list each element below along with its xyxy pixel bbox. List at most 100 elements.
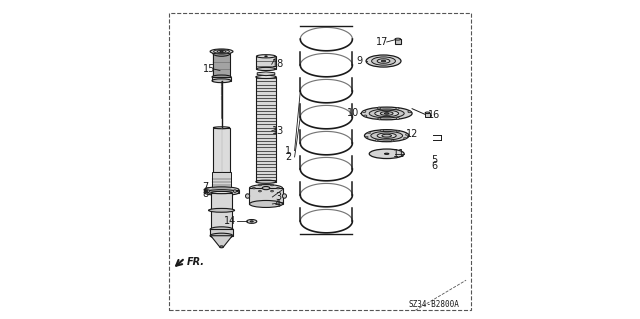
Ellipse shape <box>396 117 399 119</box>
Ellipse shape <box>362 107 412 120</box>
Ellipse shape <box>257 55 276 58</box>
Text: FR.: FR. <box>188 257 205 267</box>
Ellipse shape <box>212 50 230 56</box>
Ellipse shape <box>364 115 367 117</box>
Ellipse shape <box>396 108 399 109</box>
Ellipse shape <box>371 131 403 140</box>
Ellipse shape <box>211 228 232 231</box>
Text: 12: 12 <box>406 129 419 139</box>
Ellipse shape <box>363 111 366 113</box>
Ellipse shape <box>253 187 255 189</box>
Ellipse shape <box>381 130 383 131</box>
Text: 3: 3 <box>275 192 281 202</box>
Ellipse shape <box>276 187 280 189</box>
Ellipse shape <box>204 187 239 193</box>
Text: 14: 14 <box>224 216 237 226</box>
Ellipse shape <box>364 130 409 142</box>
Ellipse shape <box>271 184 273 186</box>
Bar <box>250 188 282 204</box>
Text: 7: 7 <box>202 182 208 192</box>
Text: 10: 10 <box>348 108 360 118</box>
Bar <box>213 128 230 172</box>
Ellipse shape <box>220 246 223 248</box>
Text: 9: 9 <box>356 56 363 66</box>
Text: 6: 6 <box>431 161 437 172</box>
Text: 8: 8 <box>202 189 208 199</box>
Ellipse shape <box>425 112 429 114</box>
Ellipse shape <box>250 221 253 222</box>
Text: 13: 13 <box>272 126 284 136</box>
Text: 16: 16 <box>428 110 440 120</box>
Bar <box>212 53 230 77</box>
Text: SZ34-B2800A: SZ34-B2800A <box>409 300 460 308</box>
Ellipse shape <box>257 67 276 70</box>
Text: 2: 2 <box>285 152 291 162</box>
Ellipse shape <box>377 59 390 63</box>
Text: 15: 15 <box>203 64 215 74</box>
Ellipse shape <box>209 208 235 212</box>
Ellipse shape <box>282 194 287 198</box>
Ellipse shape <box>210 233 233 238</box>
Ellipse shape <box>372 57 396 65</box>
Ellipse shape <box>213 127 230 129</box>
Polygon shape <box>211 236 232 247</box>
Bar <box>256 77 276 182</box>
Ellipse shape <box>207 190 210 192</box>
Ellipse shape <box>377 133 396 138</box>
Bar <box>204 190 239 193</box>
Text: 5: 5 <box>431 155 438 165</box>
Ellipse shape <box>382 134 392 137</box>
Ellipse shape <box>378 118 381 120</box>
Ellipse shape <box>271 190 273 192</box>
Ellipse shape <box>404 137 406 139</box>
Bar <box>210 229 233 236</box>
Ellipse shape <box>259 190 261 192</box>
Ellipse shape <box>220 51 223 52</box>
Bar <box>425 113 429 117</box>
Text: 4: 4 <box>275 199 281 209</box>
Bar <box>395 39 401 44</box>
Ellipse shape <box>391 140 394 142</box>
Ellipse shape <box>212 75 231 79</box>
Bar <box>212 77 231 81</box>
Ellipse shape <box>395 38 401 40</box>
Ellipse shape <box>246 194 250 198</box>
Ellipse shape <box>378 107 381 109</box>
Ellipse shape <box>365 136 368 138</box>
Ellipse shape <box>375 140 378 141</box>
Ellipse shape <box>262 187 270 190</box>
Polygon shape <box>257 72 275 76</box>
Ellipse shape <box>246 219 257 223</box>
Bar <box>257 56 276 69</box>
Ellipse shape <box>259 184 261 186</box>
Ellipse shape <box>380 112 393 115</box>
Ellipse shape <box>367 132 371 134</box>
Ellipse shape <box>375 110 399 117</box>
Ellipse shape <box>212 79 231 83</box>
Ellipse shape <box>250 200 282 207</box>
Bar <box>212 172 231 190</box>
Ellipse shape <box>210 49 233 54</box>
Ellipse shape <box>384 113 389 114</box>
Ellipse shape <box>381 60 386 62</box>
Ellipse shape <box>406 134 408 135</box>
Ellipse shape <box>396 130 399 132</box>
Text: 1: 1 <box>285 145 291 156</box>
Ellipse shape <box>256 75 276 78</box>
Ellipse shape <box>265 56 268 57</box>
Ellipse shape <box>256 180 276 183</box>
Text: 11: 11 <box>393 149 406 159</box>
Ellipse shape <box>211 191 232 194</box>
Ellipse shape <box>204 190 239 196</box>
Ellipse shape <box>234 190 236 192</box>
Ellipse shape <box>369 109 404 118</box>
Text: 18: 18 <box>272 59 284 69</box>
Ellipse shape <box>366 55 401 67</box>
Ellipse shape <box>385 153 389 154</box>
Bar <box>211 193 232 229</box>
Text: 17: 17 <box>376 37 388 47</box>
Ellipse shape <box>210 227 233 232</box>
Ellipse shape <box>369 149 404 159</box>
Ellipse shape <box>250 185 282 192</box>
Ellipse shape <box>408 111 411 113</box>
